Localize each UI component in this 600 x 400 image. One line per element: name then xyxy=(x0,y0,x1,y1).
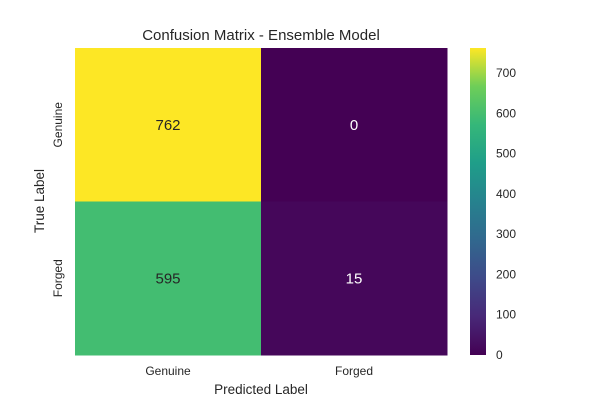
y-tick-label: Genuine xyxy=(51,102,65,148)
y-axis-label: True Label xyxy=(32,169,47,233)
colorbar-tick-label: 300 xyxy=(496,227,516,241)
x-tick-label: Genuine xyxy=(145,364,191,378)
x-axis-ticks: Genuine Forged xyxy=(145,364,373,378)
colorbar-tick-label: 600 xyxy=(496,106,516,120)
heatmap-cell xyxy=(75,48,262,202)
cell-value-label: 0 xyxy=(350,117,358,134)
x-axis-label: Predicted Label xyxy=(214,382,308,397)
heatmap-cells xyxy=(75,48,448,356)
colorbar-tick-label: 500 xyxy=(496,147,516,161)
chart-title: Confusion Matrix - Ensemble Model xyxy=(142,27,380,44)
y-tick-label: Forged xyxy=(51,259,65,297)
colorbar xyxy=(470,48,486,355)
cell-value-label: 15 xyxy=(346,270,363,287)
colorbar-ticks: 0 100 200 300 400 500 600 700 xyxy=(496,66,516,362)
heatmap-cell-labels: 762 0 595 15 xyxy=(155,117,362,288)
colorbar-tick-label: 700 xyxy=(496,66,516,80)
colorbar-tick-label: 100 xyxy=(496,308,516,322)
heatmap-cell xyxy=(261,201,448,356)
cell-value-label: 762 xyxy=(155,117,180,134)
colorbar-tick-label: 0 xyxy=(496,348,503,362)
y-axis-ticks: Genuine Forged xyxy=(51,102,65,298)
heatmap-cell xyxy=(75,201,262,356)
cell-value-label: 595 xyxy=(155,270,180,287)
x-tick-label: Forged xyxy=(335,364,373,378)
colorbar-tick-label: 200 xyxy=(496,267,516,281)
colorbar-tick-label: 400 xyxy=(496,187,516,201)
heatmap-cell xyxy=(261,48,448,202)
